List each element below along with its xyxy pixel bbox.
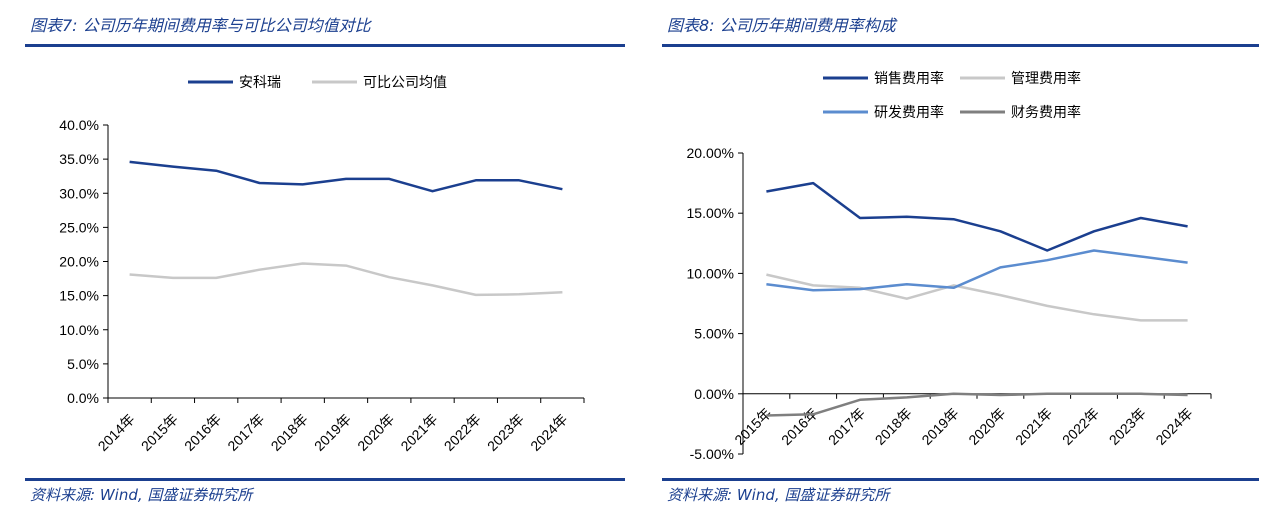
series-line-2 — [129, 262, 563, 297]
y-tick-label: 0.00% — [694, 386, 734, 402]
series-line-2 — [766, 273, 1188, 322]
title-divider — [662, 44, 1259, 47]
x-tick-label: 2020年 — [965, 405, 1008, 448]
x-tick-label: 2024年 — [527, 411, 570, 454]
source-note: 资料来源: Wind, 国盛证券研究所 — [30, 486, 253, 504]
figure-title: 图表7: 公司历年期间费用率与可比公司均值对比 — [30, 16, 371, 35]
x-tick-label: 2017年 — [825, 405, 868, 448]
legend-label: 安科瑞 — [239, 75, 281, 91]
legend-label: 销售费用率 — [874, 70, 944, 87]
legend-label: 可比公司均值 — [363, 75, 447, 91]
y-tick-label: 15.0% — [59, 288, 99, 304]
x-tick-label: 2022年 — [1059, 405, 1102, 448]
source-note: 资料来源: Wind, 国盛证券研究所 — [667, 486, 890, 504]
x-tick-label: 2015年 — [138, 411, 181, 454]
x-tick-label: 2020年 — [354, 411, 397, 454]
y-tick-label: 35.0% — [59, 151, 99, 167]
chart-panel-left: 图表7: 公司历年期间费用率与可比公司均值对比 0.0% 5.0% 10.0% 15.… — [0, 0, 625, 521]
x-tick-label: 2022年 — [441, 411, 484, 454]
x-tick-label: 2014年 — [95, 411, 138, 454]
x-tick-label: 2018年 — [872, 405, 915, 448]
y-tick-label: 0.0% — [67, 390, 99, 406]
chart-panel-right: 图表8: 公司历年期间费用率构成 -5.00% 0.00% 5.00% 10.00% 1… — [640, 0, 1269, 521]
source-divider — [25, 478, 625, 481]
y-tick-label: 10.0% — [59, 322, 99, 338]
y-tick-label: 15.00% — [687, 205, 734, 221]
title-divider — [25, 44, 625, 47]
y-tick-label: 5.0% — [67, 356, 99, 372]
x-tick-label: 2023年 — [484, 411, 527, 454]
series-line-4 — [766, 392, 1188, 417]
x-tick-label: 2019年 — [311, 411, 354, 454]
line-chart-expense-ratio-breakdown: -5.00%0.00%5.00%10.00%15.00%20.00%2015年 2… — [687, 70, 1212, 462]
x-tick-label: 2024年 — [1152, 405, 1195, 448]
y-tick-label: 5.00% — [694, 326, 734, 342]
y-tick-label: 25.0% — [59, 219, 99, 235]
figure-title: 图表8: 公司历年期间费用率构成 — [667, 16, 896, 35]
y-tick-label: 20.00% — [687, 145, 734, 161]
x-tick-label: 2017年 — [224, 411, 267, 454]
x-tick-label: 2021年 — [1012, 405, 1055, 448]
line-chart-expense-ratio-comparison: 0.0% 5.0% 10.0% 15.0% 20.0% 25.0% 30.0% 35.0% 40… — [59, 75, 585, 454]
series-line-1 — [129, 160, 563, 193]
y-tick-label: 40.0% — [59, 117, 99, 133]
x-tick-label: 2016年 — [181, 411, 224, 454]
y-tick-label: 30.0% — [59, 185, 99, 201]
y-tick-label: 20.0% — [59, 254, 99, 270]
x-tick-label: 2023年 — [1106, 405, 1149, 448]
y-tick-label: -5.00% — [690, 446, 734, 462]
series-line-1 — [766, 181, 1188, 252]
x-tick-label: 2016年 — [778, 405, 821, 448]
y-tick-label: 10.00% — [687, 265, 734, 281]
x-tick-label: 2018年 — [268, 411, 311, 454]
x-tick-label: 2015年 — [731, 405, 774, 448]
source-divider — [662, 478, 1259, 481]
legend-label: 研发费用率 — [874, 104, 944, 121]
x-tick-label: 2019年 — [918, 405, 961, 448]
legend-label: 财务费用率 — [1011, 104, 1081, 121]
series-line-3 — [766, 249, 1188, 292]
legend-label: 管理费用率 — [1011, 70, 1081, 87]
x-tick-label: 2021年 — [397, 411, 440, 454]
